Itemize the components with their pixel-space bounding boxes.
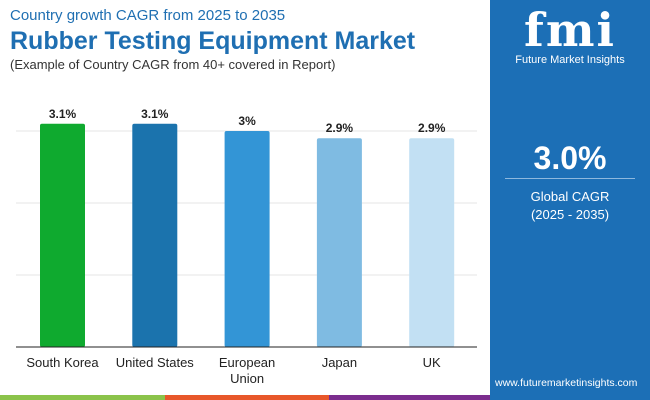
bar — [316, 138, 362, 347]
data-label: 2.9% — [418, 121, 446, 135]
website-url: www.futuremarketinsights.com — [495, 377, 638, 389]
bar — [132, 123, 178, 347]
bar — [224, 131, 270, 347]
category-label: South Korea — [26, 355, 99, 370]
bar — [40, 123, 85, 347]
bar — [409, 138, 455, 347]
category-label: Union — [230, 371, 264, 386]
chart-title: Rubber Testing Equipment Market — [10, 27, 416, 55]
cagr-period: (2025 - 2035) — [530, 207, 610, 222]
category-label: European — [219, 355, 275, 370]
category-label: United States — [116, 355, 195, 370]
stripe-orange — [165, 395, 329, 400]
summary-panel: fmi Future Market Insights 3.0% Global C… — [490, 0, 650, 400]
data-label: 2.9% — [326, 121, 354, 135]
fmi-logo: fmi Future Market Insights — [490, 6, 650, 66]
category-label: Japan — [322, 355, 357, 370]
logo-mark: fmi — [524, 3, 616, 57]
brand-name: Future Market Insights — [515, 54, 625, 66]
cagr-label: Global CAGR — [530, 189, 610, 204]
data-label: 3.1% — [49, 107, 77, 121]
supertitle: Country growth CAGR from 2025 to 2035 — [10, 7, 286, 24]
stripe-green — [0, 395, 165, 400]
data-label: 3.1% — [141, 107, 169, 121]
divider — [505, 178, 635, 179]
bar-chart: 3.1% South Korea 3.1% United States 3% Europe… — [16, 107, 477, 386]
global-cagr-label: Global CAGR (2025 - 2035) — [490, 188, 650, 224]
stripe-purple — [329, 395, 490, 400]
category-label: UK — [423, 355, 441, 370]
data-label: 3% — [238, 114, 256, 128]
global-cagr-value: 3.0% — [533, 140, 607, 176]
subtitle: (Example of Country CAGR from 40+ covere… — [10, 57, 336, 72]
